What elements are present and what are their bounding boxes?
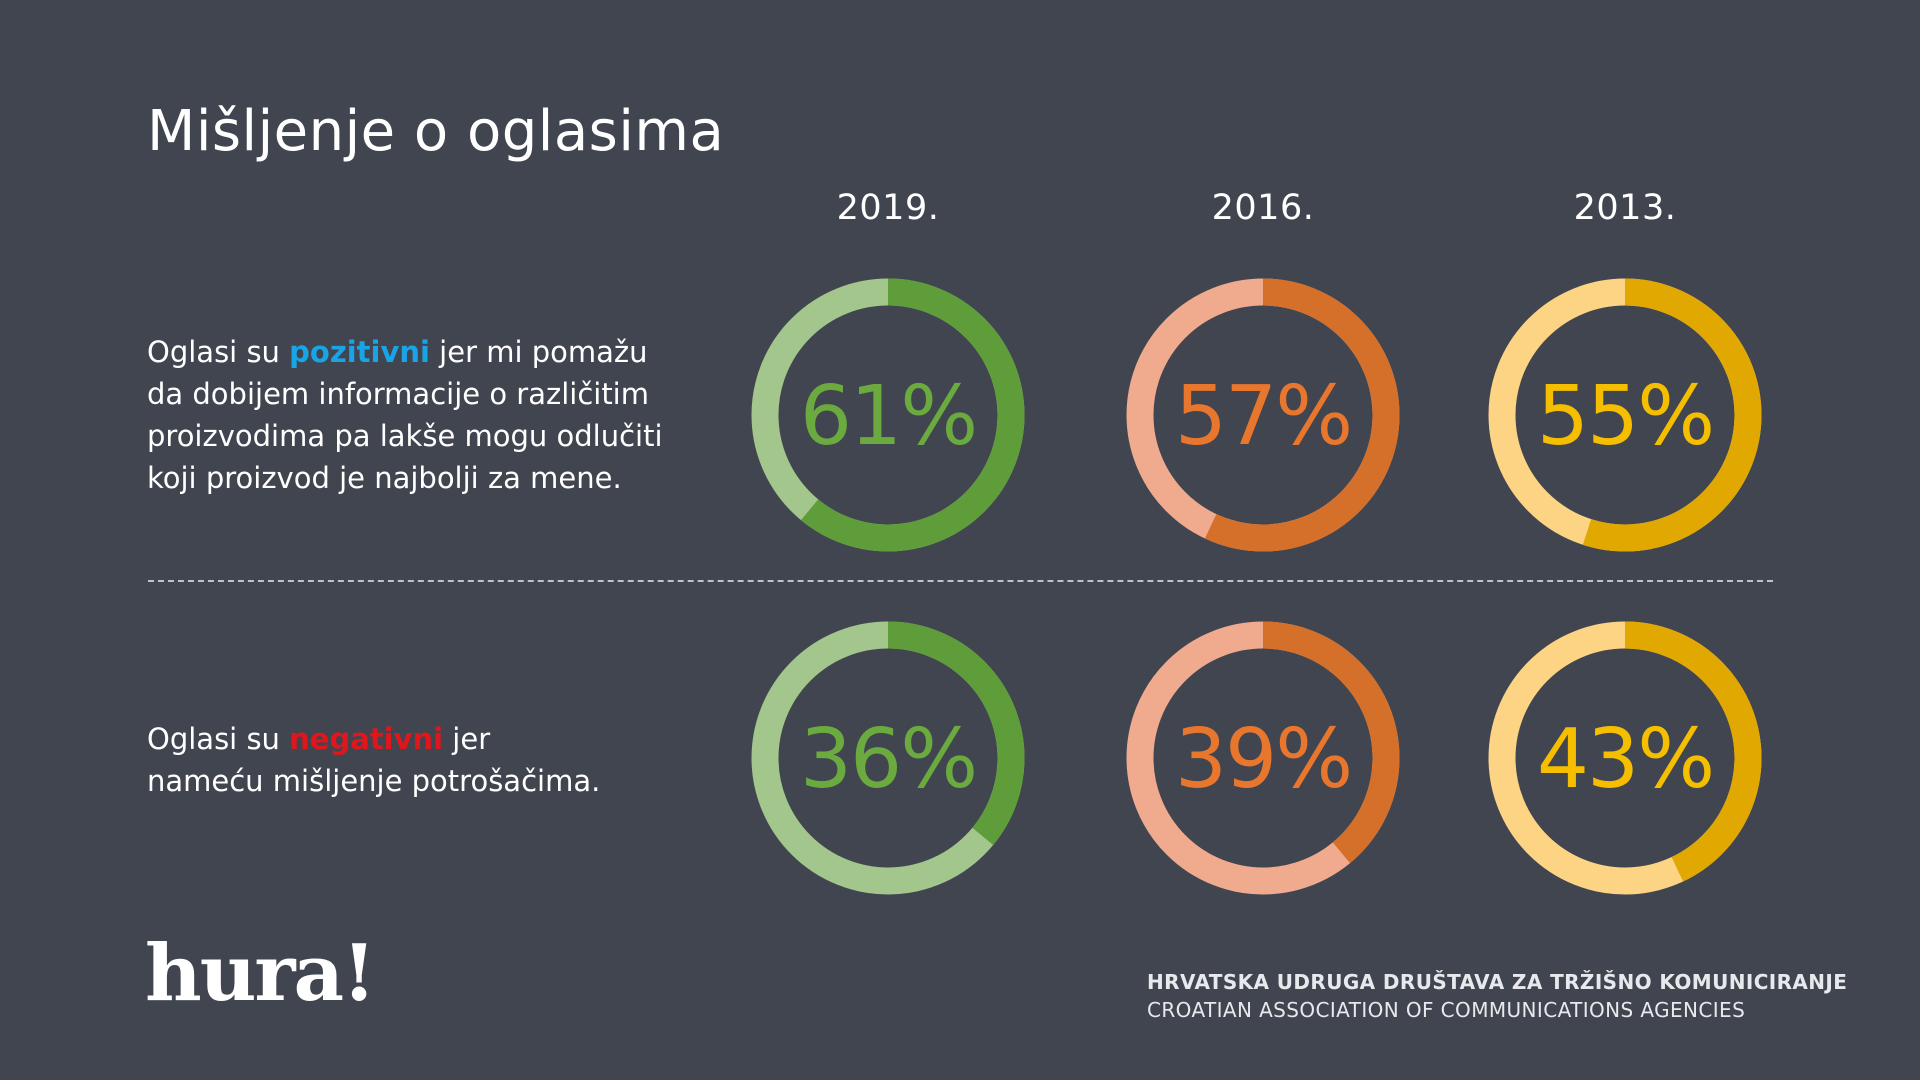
donut-value-label: 55% <box>1537 369 1713 464</box>
donut-pozitivni-2016: 57% <box>1126 278 1400 552</box>
donut-value-label: 39% <box>1175 712 1351 807</box>
donut-negativni-2013: 43% <box>1488 621 1762 895</box>
donut-negativni-2016: 39% <box>1126 621 1400 895</box>
donut-pozitivni-2019: 61% <box>751 278 1025 552</box>
positive-statement-rest: jer mi pomažu da dobijem informacije o r… <box>147 335 663 495</box>
donut-value-arc <box>801 278 1025 552</box>
donut-negativni-2019: 36% <box>751 621 1025 895</box>
donut-value-label: 61% <box>800 369 976 464</box>
donut-value-arc <box>1262 621 1400 864</box>
page-title: Mišljenje o oglasima <box>147 99 725 164</box>
negative-statement-rest: jer nameću mišljenje potrošačima. <box>147 722 601 798</box>
year-label-2019: 2019. <box>836 188 940 228</box>
positive-statement-prefix: Oglasi su <box>147 335 290 369</box>
positive-statement: Oglasi su pozitivni jer mi pomažu da dob… <box>147 331 667 499</box>
donut-value-label: 57% <box>1175 369 1351 464</box>
association-name-hr: HRVATSKA UDRUGA DRUŠTAVA ZA TRŽIŠNO KOMU… <box>1147 970 1848 994</box>
negative-statement: Oglasi su negativni jer nameću mišljenje… <box>147 718 607 802</box>
dashed-divider <box>148 580 1773 582</box>
year-label-2016: 2016. <box>1211 188 1315 228</box>
donut-value-label: 36% <box>800 712 976 807</box>
donut-value-arc <box>887 621 1025 845</box>
negative-statement-prefix: Oglasi su <box>147 722 290 756</box>
hura-logo: hura! <box>145 928 376 1019</box>
donut-value-label: 43% <box>1537 712 1713 807</box>
donut-pozitivni-2013: 55% <box>1488 278 1762 552</box>
association-name-en: CROATIAN ASSOCIATION OF COMMUNICATIONS A… <box>1147 998 1746 1022</box>
negative-highlight: negativni <box>289 722 444 756</box>
association-name: HRVATSKA UDRUGA DRUŠTAVA ZA TRŽIŠNO KOMU… <box>1147 968 1867 1024</box>
donut-value-arc <box>1204 278 1400 552</box>
donut-value-arc <box>1624 621 1762 882</box>
positive-highlight: pozitivni <box>289 335 430 369</box>
donut-value-arc <box>1582 278 1762 552</box>
year-label-2013: 2013. <box>1573 188 1677 228</box>
